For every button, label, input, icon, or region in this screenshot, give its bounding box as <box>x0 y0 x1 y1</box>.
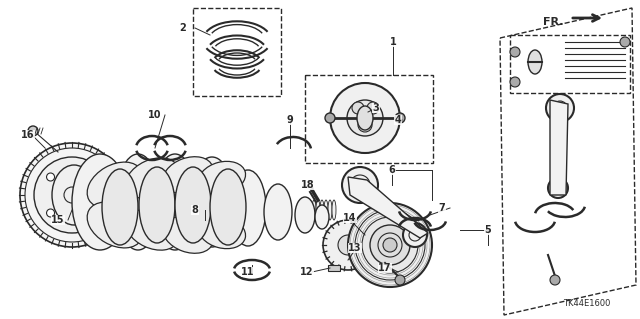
Text: 16: 16 <box>21 130 35 140</box>
Ellipse shape <box>72 154 128 250</box>
Ellipse shape <box>312 200 316 220</box>
Text: 15: 15 <box>51 215 65 225</box>
Ellipse shape <box>308 200 312 220</box>
Text: 18: 18 <box>301 180 315 190</box>
Text: 11: 11 <box>241 267 255 277</box>
Circle shape <box>90 209 97 217</box>
Ellipse shape <box>295 197 315 233</box>
Text: 10: 10 <box>148 110 162 120</box>
Circle shape <box>342 167 378 203</box>
Circle shape <box>325 113 335 123</box>
Circle shape <box>362 217 418 273</box>
Circle shape <box>28 126 38 136</box>
Ellipse shape <box>315 205 329 229</box>
Circle shape <box>403 223 427 247</box>
Ellipse shape <box>332 200 336 220</box>
Bar <box>510 35 630 93</box>
Text: 7: 7 <box>438 203 445 213</box>
Ellipse shape <box>230 170 266 246</box>
Text: 3: 3 <box>372 103 380 113</box>
Circle shape <box>34 157 110 233</box>
Ellipse shape <box>198 161 246 195</box>
Circle shape <box>358 118 372 132</box>
Ellipse shape <box>102 169 138 245</box>
Text: 1: 1 <box>390 37 396 47</box>
Text: 9: 9 <box>287 115 293 125</box>
Circle shape <box>352 102 364 114</box>
Ellipse shape <box>316 200 320 220</box>
Ellipse shape <box>175 167 211 243</box>
Text: 5: 5 <box>484 225 492 235</box>
Ellipse shape <box>264 184 292 240</box>
Circle shape <box>370 225 410 265</box>
Circle shape <box>367 102 379 114</box>
Polygon shape <box>348 177 428 238</box>
Circle shape <box>90 173 97 181</box>
Circle shape <box>510 77 520 87</box>
Text: 6: 6 <box>388 165 396 175</box>
Ellipse shape <box>210 169 246 245</box>
Ellipse shape <box>139 167 175 243</box>
Circle shape <box>620 37 630 47</box>
Ellipse shape <box>153 154 197 250</box>
Ellipse shape <box>125 158 179 198</box>
Ellipse shape <box>528 50 542 74</box>
Circle shape <box>347 100 383 136</box>
Ellipse shape <box>190 157 234 247</box>
Circle shape <box>20 143 124 247</box>
Text: 8: 8 <box>191 205 198 215</box>
Ellipse shape <box>320 200 324 220</box>
Ellipse shape <box>116 154 160 250</box>
Bar <box>193 8 281 96</box>
Ellipse shape <box>357 106 373 130</box>
Circle shape <box>47 209 54 217</box>
Circle shape <box>546 94 574 122</box>
Bar <box>328 265 340 271</box>
Text: 4: 4 <box>395 115 401 125</box>
Bar <box>305 75 433 163</box>
Ellipse shape <box>125 210 179 250</box>
Ellipse shape <box>87 202 143 248</box>
Ellipse shape <box>198 215 246 249</box>
Ellipse shape <box>328 200 332 220</box>
Ellipse shape <box>163 157 213 193</box>
Circle shape <box>350 233 390 273</box>
Circle shape <box>550 275 560 285</box>
Circle shape <box>510 47 520 57</box>
Text: 17: 17 <box>378 263 392 273</box>
Text: 2: 2 <box>180 23 186 33</box>
Text: 14: 14 <box>343 213 356 223</box>
Text: TK44E1600: TK44E1600 <box>563 299 610 308</box>
Polygon shape <box>550 100 568 195</box>
Circle shape <box>383 238 397 252</box>
Circle shape <box>330 83 400 153</box>
Ellipse shape <box>163 217 213 253</box>
Circle shape <box>323 220 373 270</box>
Circle shape <box>47 173 54 181</box>
Circle shape <box>338 235 358 255</box>
Circle shape <box>348 203 432 287</box>
Text: FR.: FR. <box>543 17 564 27</box>
Circle shape <box>548 178 568 198</box>
Ellipse shape <box>324 200 328 220</box>
Text: 12: 12 <box>300 267 314 277</box>
Circle shape <box>395 113 405 123</box>
Ellipse shape <box>87 162 143 208</box>
Circle shape <box>395 275 405 285</box>
Text: 13: 13 <box>348 243 362 253</box>
